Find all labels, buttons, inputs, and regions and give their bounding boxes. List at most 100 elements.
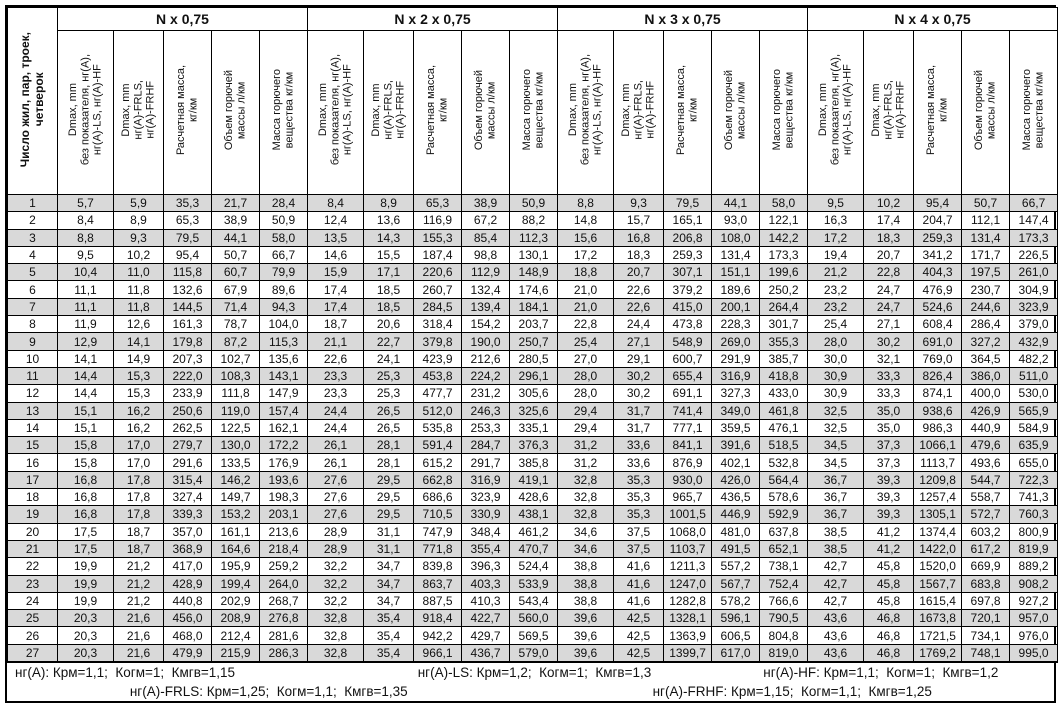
value-cell: 11,8 — [113, 297, 164, 317]
table-row: 12 14,4 15,3 233,9 111,8 147,9 23,3 25,3 477,7 23… — [7, 384, 1059, 403]
value-cell: 976,0 — [1009, 626, 1059, 645]
value-cell: 220,6 — [413, 263, 463, 282]
table-row: 4 9,5 10,2 95,4 50,7 66,7 14,6 15,5 187,4 98,8 130… — [7, 245, 1059, 265]
value-cell: 21,0 — [557, 297, 615, 317]
value-cell: 942,2 — [413, 626, 463, 645]
column-header-cell: Объем горючей массы л/км — [461, 30, 511, 195]
value-cell: 88,2 — [509, 211, 559, 230]
value-cell: 66,7 — [1009, 193, 1059, 213]
value-cell: 8,8 — [557, 193, 615, 213]
value-cell: 21,6 — [113, 609, 164, 628]
value-cell: 38,9 — [461, 193, 511, 213]
value-cell: 31,2 — [557, 436, 615, 455]
row-number-cell: 9 — [7, 332, 58, 351]
value-cell: 800,9 — [1009, 522, 1059, 541]
value-cell: 15,1 — [57, 418, 114, 438]
value-cell: 157,4 — [258, 401, 309, 420]
value-cell: 212,4 — [211, 626, 260, 645]
value-cell: 142,2 — [759, 228, 809, 247]
value-cell: 18,8 — [557, 263, 615, 282]
row-number-cell: 27 — [7, 643, 58, 663]
column-header-cell: Расчетная масса, кг/км — [413, 30, 463, 195]
value-cell: 615,2 — [413, 453, 463, 472]
value-cell: 10,4 — [57, 263, 114, 282]
value-cell: 12,4 — [307, 211, 365, 230]
value-cell: 132,4 — [461, 280, 511, 299]
value-cell: 35,3 — [613, 488, 665, 507]
value-cell: 259,3 — [913, 228, 963, 247]
value-cell: 38,8 — [557, 557, 615, 576]
value-cell: 35,3 — [613, 505, 665, 524]
value-cell: 24,7 — [863, 297, 915, 317]
value-cell: 122,1 — [759, 211, 809, 230]
value-cell: 428,9 — [163, 574, 212, 593]
value-cell: 215,9 — [211, 643, 260, 663]
value-cell: 281,6 — [258, 626, 309, 645]
value-cell: 14,4 — [57, 366, 114, 386]
row-number-cell: 25 — [7, 609, 58, 628]
column-header-cell: Dmax, mm нг(А)-FRLS, нг(А)-FRHF — [613, 30, 665, 195]
value-cell: 325,6 — [509, 401, 559, 420]
value-cell: 15,8 — [57, 436, 114, 455]
value-cell: 1305,1 — [913, 505, 963, 524]
value-cell: 291,9 — [711, 349, 761, 368]
value-cell: 417,0 — [163, 557, 212, 576]
column-header-cell: Масса горючего вещества кг/км — [1009, 30, 1059, 195]
value-cell: 18,7 — [113, 539, 164, 559]
value-cell: 440,9 — [961, 418, 1011, 438]
coeff-ngA-FRLS: нг(А)-FRLS: Крм=1,25; Когм=1,1; Кмгв=1,3… — [129, 683, 408, 699]
value-cell: 15,3 — [113, 366, 164, 386]
row-number-cell: 16 — [7, 453, 58, 472]
value-cell: 95,4 — [913, 193, 963, 213]
value-cell: 246,3 — [461, 401, 511, 420]
value-cell: 19,9 — [57, 591, 114, 611]
value-cell: 35,4 — [363, 643, 415, 663]
value-cell: 26,1 — [307, 453, 365, 472]
value-cell: 24,4 — [307, 401, 365, 420]
value-cell: 36,7 — [807, 488, 865, 507]
value-cell: 213,6 — [258, 522, 309, 541]
table-row: 9 12,9 14,1 179,8 87,2 115,3 21,1 22,7 379,8 190,… — [7, 332, 1059, 351]
value-cell: 78,7 — [211, 315, 260, 334]
value-cell: 37,5 — [613, 522, 665, 541]
table-row: 27 20,3 21,6 479,9 215,9 286,3 32,8 35,4 966,1 43… — [7, 643, 1059, 663]
value-cell: 769,0 — [913, 349, 963, 368]
value-cell: 50,7 — [211, 245, 260, 265]
value-cell: 286,3 — [258, 643, 309, 663]
value-cell: 38,5 — [807, 522, 865, 541]
value-cell: 33,6 — [613, 436, 665, 455]
value-cell: 355,4 — [461, 539, 511, 559]
value-cell: 148,9 — [509, 263, 559, 282]
column-header-cell: Dmax, mm без показателя, нг(А), нг(А)-LS… — [807, 30, 865, 195]
value-cell: 139,4 — [461, 297, 511, 317]
value-cell: 23,3 — [307, 366, 365, 386]
value-cell: 35,3 — [613, 470, 665, 490]
value-cell: 446,9 — [711, 505, 761, 524]
value-cell: 579,0 — [509, 643, 559, 663]
column-header-label: Объем горючей массы л/км — [723, 69, 748, 151]
value-cell: 402,1 — [711, 453, 761, 472]
value-cell: 15,9 — [307, 263, 365, 282]
value-cell: 966,1 — [413, 643, 463, 663]
value-cell: 1103,7 — [663, 539, 713, 559]
value-cell: 16,2 — [113, 401, 164, 420]
value-cell: 863,7 — [413, 574, 463, 593]
value-cell: 11,0 — [113, 263, 164, 282]
value-cell: 30,2 — [613, 366, 665, 386]
value-cell: 592,9 — [759, 505, 809, 524]
value-cell: 38,5 — [807, 539, 865, 559]
value-cell: 20,3 — [57, 609, 114, 628]
value-cell: 29,1 — [613, 349, 665, 368]
value-cell: 165,1 — [663, 211, 713, 230]
value-cell: 752,4 — [759, 574, 809, 593]
value-cell: 422,7 — [461, 609, 511, 628]
value-cell: 50,9 — [258, 211, 309, 230]
value-cell: 1068,0 — [663, 522, 713, 541]
value-cell: 19,9 — [57, 557, 114, 576]
value-cell: 85,4 — [461, 228, 511, 247]
value-cell: 16,8 — [613, 228, 665, 247]
value-cell: 710,5 — [413, 505, 463, 524]
column-header-label: Dmax, mm нг(А)-FRLS, нг(А)-FRHF — [370, 80, 407, 140]
value-cell: 965,7 — [663, 488, 713, 507]
value-cell: 208,9 — [211, 609, 260, 628]
